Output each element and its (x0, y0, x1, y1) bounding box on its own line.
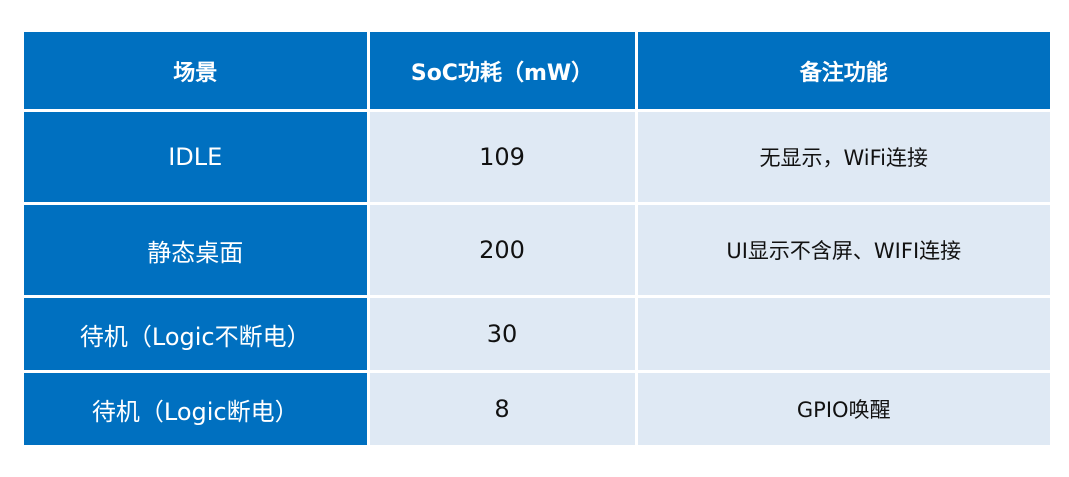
table-row: IDLE 109 无显示，WiFi连接 (24, 109, 1050, 205)
note-cell: 无显示，WiFi连接 (634, 109, 1050, 205)
header-scene: 场景 (24, 32, 370, 112)
note-cell: UI显示不含屏、WIFI连接 (634, 202, 1050, 298)
power-cell: 30 (366, 295, 638, 373)
note-cell: GPIO唤醒 (634, 370, 1050, 445)
scene-cell: IDLE (24, 109, 370, 205)
scene-cell: 待机（Logic不断电） (24, 295, 370, 373)
header-notes: 备注功能 (634, 32, 1050, 112)
table-row: 待机（Logic不断电） 30 (24, 295, 1050, 373)
scene-cell: 静态桌面 (24, 202, 370, 298)
power-table-container: 场景 SoC功耗（mW） 备注功能 IDLE 109 无显示，WiFi连接 静态… (24, 32, 1050, 445)
power-cell: 8 (366, 370, 638, 445)
table-header-row: 场景 SoC功耗（mW） 备注功能 (24, 32, 1050, 112)
power-consumption-table: 场景 SoC功耗（mW） 备注功能 IDLE 109 无显示，WiFi连接 静态… (24, 32, 1050, 445)
note-cell (634, 295, 1050, 373)
table-row: 静态桌面 200 UI显示不含屏、WIFI连接 (24, 202, 1050, 298)
header-soc-power: SoC功耗（mW） (366, 32, 638, 112)
scene-cell: 待机（Logic断电） (24, 370, 370, 445)
power-cell: 200 (366, 202, 638, 298)
power-cell: 109 (366, 109, 638, 205)
table-row: 待机（Logic断电） 8 GPIO唤醒 (24, 370, 1050, 445)
